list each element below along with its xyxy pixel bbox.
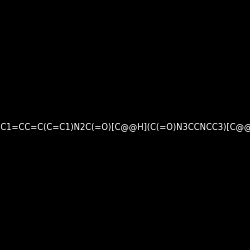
Text: CCOC1=CC=C(C=C1)N2C(=O)[C@@H](C(=O)N3CCNCC3)[C@@H]2C: CCOC1=CC=C(C=C1)N2C(=O)[C@@H](C(=O)N3CCN…: [0, 122, 250, 131]
